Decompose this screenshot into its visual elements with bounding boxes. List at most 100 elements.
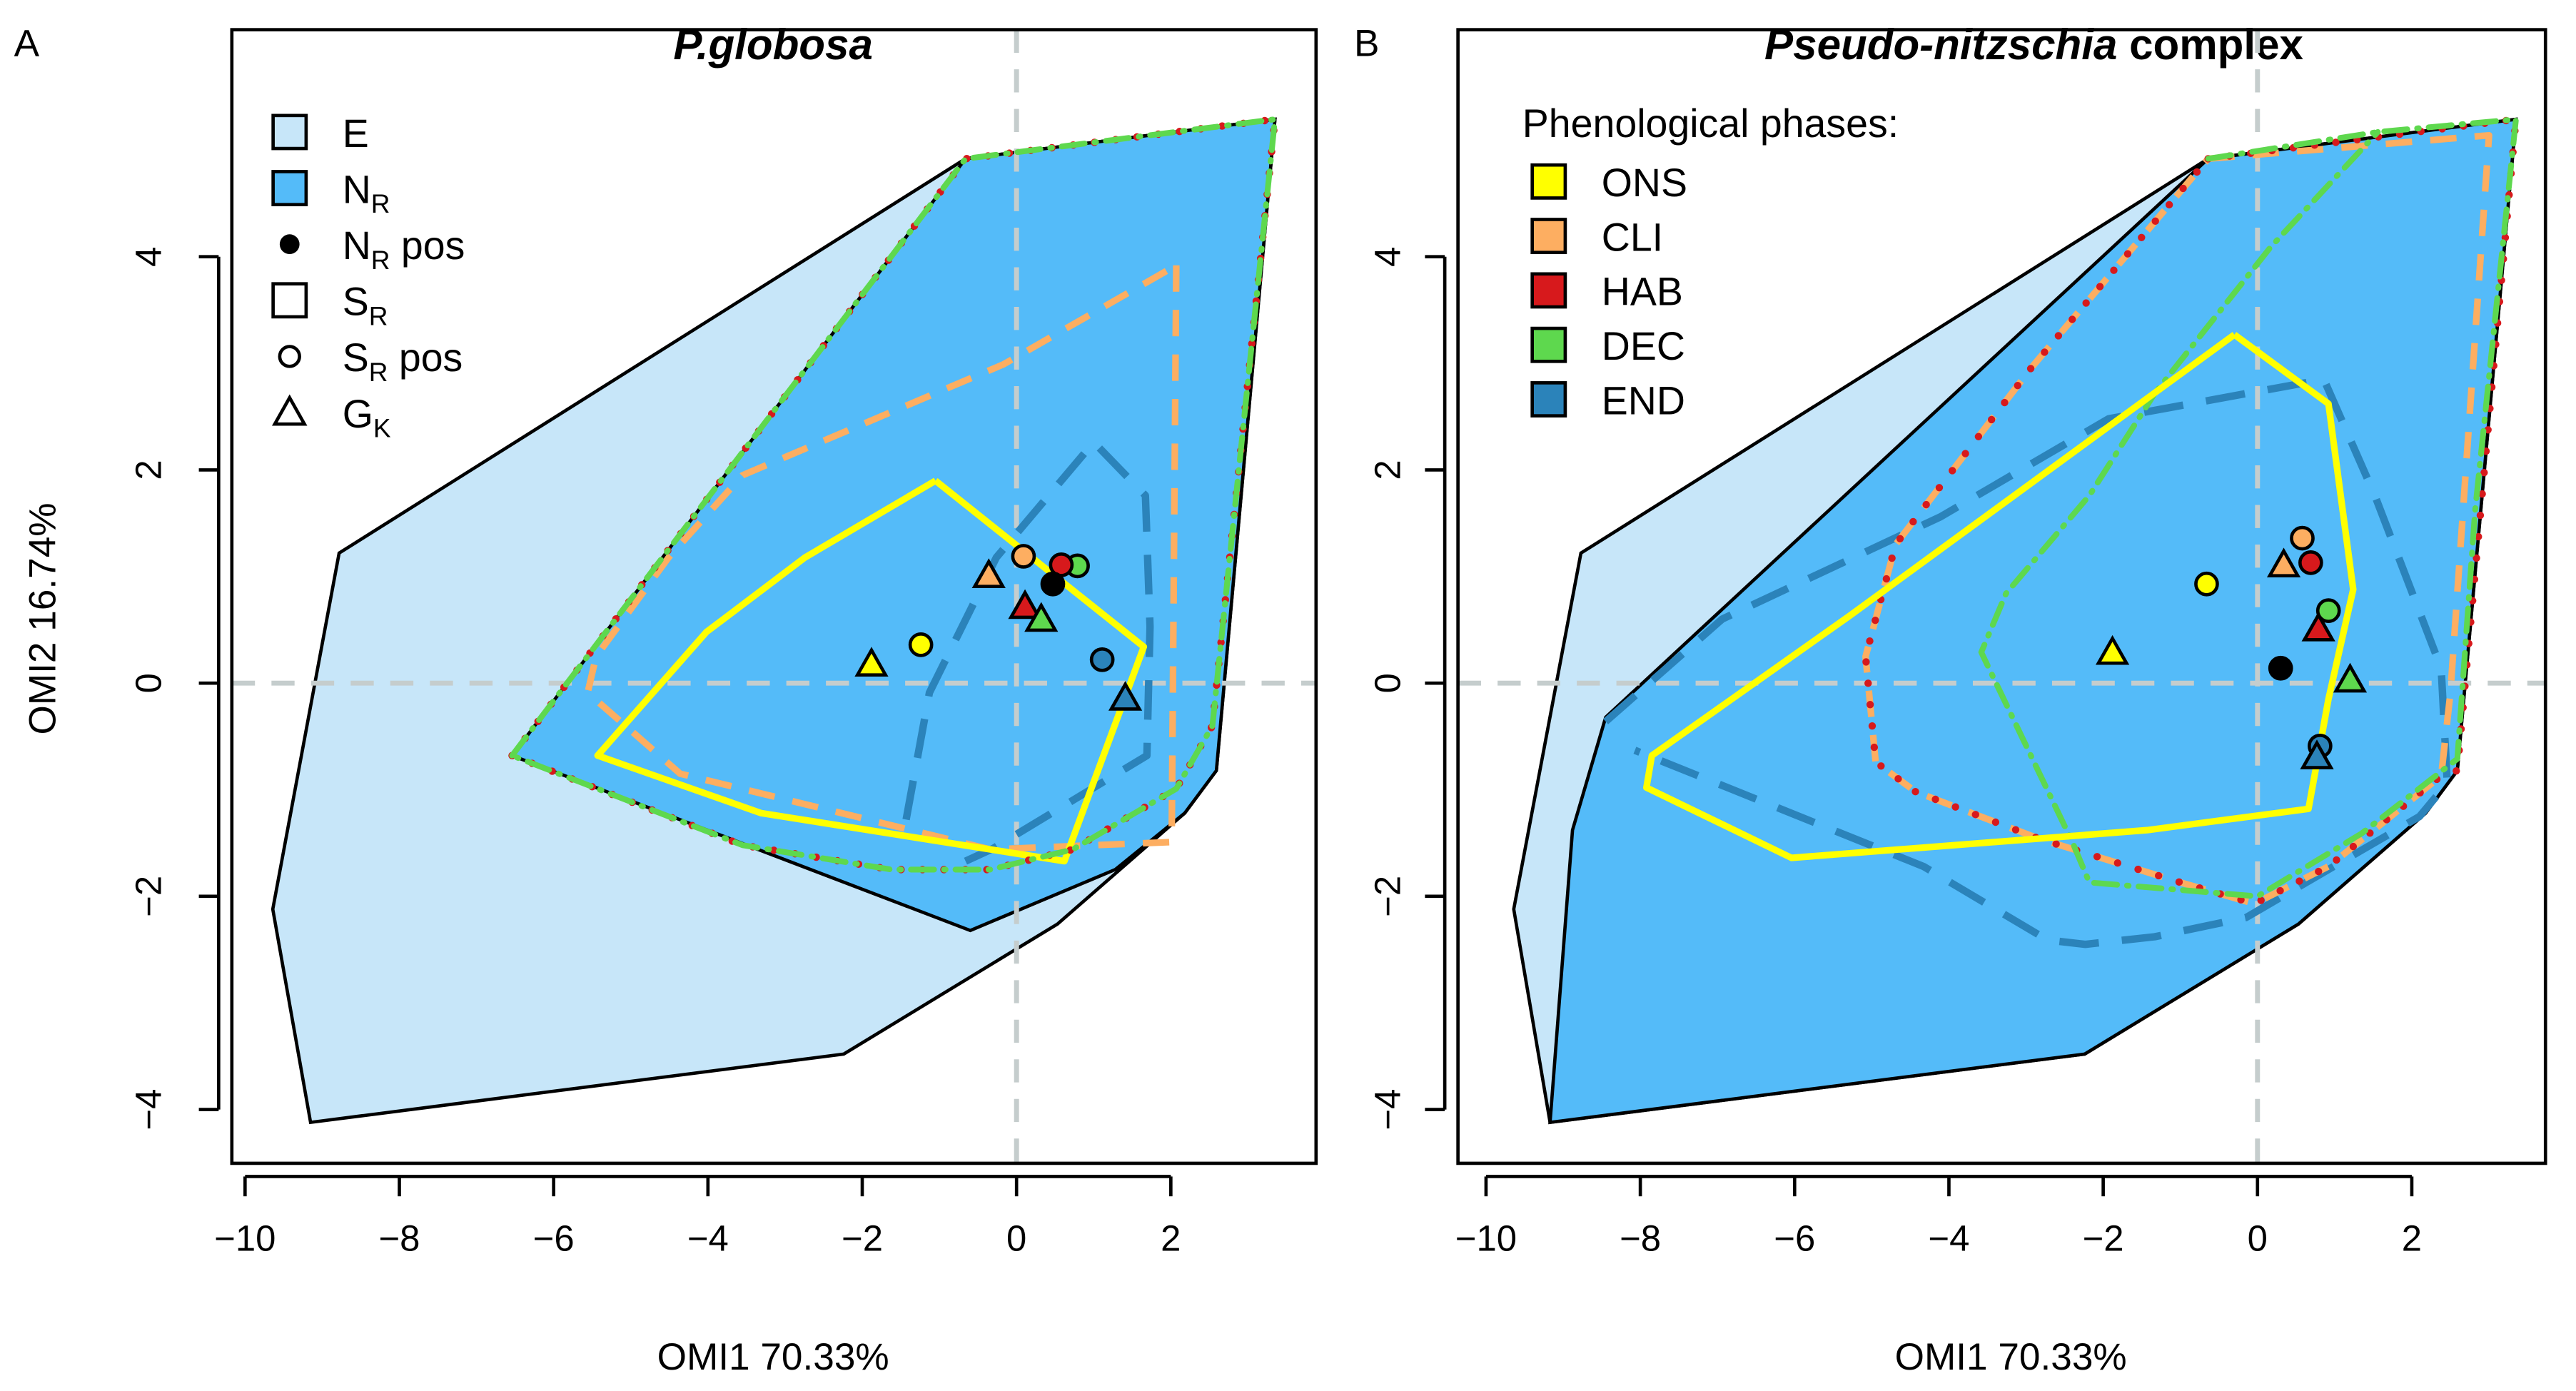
legend-label-main: N xyxy=(343,167,371,211)
legend-swatch-dec xyxy=(1530,326,1567,363)
legend-label-main: E xyxy=(343,111,369,156)
legend-label-hab: HAB xyxy=(1602,270,1683,314)
panel-b-title: Pseudo-nitzschia complex xyxy=(1764,21,2303,69)
x-tick-label: −4 xyxy=(687,1218,729,1258)
point-cli-circle xyxy=(1011,544,1036,569)
point-end-triangle xyxy=(1108,681,1143,711)
legend-swatch-hab xyxy=(1530,272,1567,309)
point-nr-dot xyxy=(2268,655,2293,681)
niche-line-end xyxy=(902,438,1154,865)
panel-a-title: P.globosa xyxy=(673,21,872,69)
niche-line-end xyxy=(1603,375,2451,949)
y-tick-label: −2 xyxy=(1368,876,1408,917)
legend-label: NR pos xyxy=(343,223,465,275)
point-ons-circle xyxy=(2194,571,2219,597)
legend-label: SR xyxy=(343,280,388,331)
legend: Phenological phases: ONS CLI HAB DEC END xyxy=(1522,101,1899,423)
niche-line-dec xyxy=(1978,116,2519,899)
legend-label-suffix: pos xyxy=(390,223,465,268)
legend-label: SR pos xyxy=(343,335,463,387)
y-tick-label: −4 xyxy=(1368,1089,1408,1130)
plot-frame xyxy=(1456,28,2547,1165)
legend-label-subscript: R xyxy=(371,246,390,275)
legend-label-subscript: R xyxy=(371,189,390,218)
x-tick-label: −2 xyxy=(842,1218,883,1258)
legend-title: Phenological phases: xyxy=(1522,101,1899,146)
x-tick-label: −10 xyxy=(214,1218,276,1258)
niche-line-ons xyxy=(594,477,1148,865)
point-dec-circle xyxy=(2315,598,2341,623)
point-ons-triangle xyxy=(2095,634,2130,665)
niche-line-dec xyxy=(509,116,1278,873)
legend-label: NR xyxy=(343,167,390,218)
legend-label-main: G xyxy=(343,392,373,436)
x-tick-label: −10 xyxy=(1455,1218,1517,1258)
point-dec-triangle xyxy=(1024,602,1059,632)
point-hab-circle xyxy=(2298,550,2323,575)
legend-label-subscript: R xyxy=(369,301,388,330)
legend-symbol-fill-E xyxy=(271,113,308,151)
legend-label-main: S xyxy=(343,335,369,380)
legend-symbol-square xyxy=(271,282,308,319)
y-tick-label: 4 xyxy=(128,247,168,267)
niche-line-cli xyxy=(1862,131,2492,907)
point-ons-triangle xyxy=(854,647,889,677)
legend-label: GK xyxy=(343,392,391,443)
legend-symbol-triangle xyxy=(271,394,308,426)
legend-swatch-ons xyxy=(1530,163,1567,200)
y-tick-label: 0 xyxy=(1368,673,1408,693)
point-cli-circle xyxy=(2290,525,2315,551)
legend-label-subscript: R xyxy=(369,358,388,387)
legend-symbol-circle xyxy=(278,345,301,368)
y-tick-label: −2 xyxy=(128,876,168,917)
panel-b-x-axis-label: OMI1 70.33% xyxy=(1895,1336,2127,1378)
y-axis-label: OMI2 16.74% xyxy=(21,502,64,734)
point-nr-dot xyxy=(1040,571,1066,597)
legend-label-main: N xyxy=(343,223,371,268)
legend-swatch-cli xyxy=(1530,218,1567,255)
plot-frame xyxy=(230,28,1318,1165)
niche-line-cli xyxy=(584,262,1180,853)
point-hab-triangle xyxy=(1008,589,1042,619)
y-tick-label: 2 xyxy=(1368,460,1408,480)
y-tick-label: −4 xyxy=(128,1089,168,1130)
plot-area xyxy=(231,29,1316,1163)
x-tick-label: −4 xyxy=(1928,1218,1969,1258)
panel-b-title-italic: Pseudo-nitzschia xyxy=(1764,21,2117,69)
x-tick-label: −8 xyxy=(1620,1218,1661,1258)
legend-label-ons: ONS xyxy=(1602,161,1687,205)
legend-label-suffix: pos xyxy=(388,335,463,380)
x-tick-label: 2 xyxy=(2402,1218,2422,1258)
legend-label-cli: CLI xyxy=(1602,215,1663,259)
realized-niche-nr-polygon xyxy=(1548,117,2518,1125)
point-end-triangle xyxy=(2300,739,2334,769)
x-tick-label: −8 xyxy=(378,1218,420,1258)
x-tick-label: −6 xyxy=(1774,1218,1815,1258)
x-tick-label: 2 xyxy=(1161,1218,1181,1258)
legend-swatch-end xyxy=(1530,381,1567,418)
plot-area xyxy=(1458,29,2546,1163)
point-ons-circle xyxy=(908,632,934,657)
legend-symbol-dot xyxy=(279,234,300,255)
legend-label: E xyxy=(343,111,369,156)
panel-a-x-axis-label: OMI1 70.33% xyxy=(657,1336,889,1378)
x-tick-label: 0 xyxy=(2248,1218,2268,1258)
niche-line-ons xyxy=(1643,332,2357,861)
x-tick-label: 0 xyxy=(1006,1218,1026,1258)
point-dec-triangle xyxy=(2333,662,2368,693)
legend-label-main: S xyxy=(343,280,369,324)
niche-line-hab xyxy=(1862,115,2520,908)
y-tick-label: 0 xyxy=(128,673,168,693)
y-tick-label: 4 xyxy=(1368,247,1408,267)
panel-b-title-rest: complex xyxy=(2117,21,2303,69)
legend-symbol-fill-NR xyxy=(271,170,308,206)
x-tick-label: −6 xyxy=(533,1218,575,1258)
legend-label-end: END xyxy=(1602,378,1685,423)
legend-label-dec: DEC xyxy=(1602,324,1685,368)
point-cli-triangle xyxy=(971,558,1006,588)
panel-b: −10 −8 −6 −4 −2 0 2 −4 −2 0 2 4 Phenological phases:… xyxy=(1368,28,2547,1258)
x-tick-label: −2 xyxy=(2083,1218,2124,1258)
